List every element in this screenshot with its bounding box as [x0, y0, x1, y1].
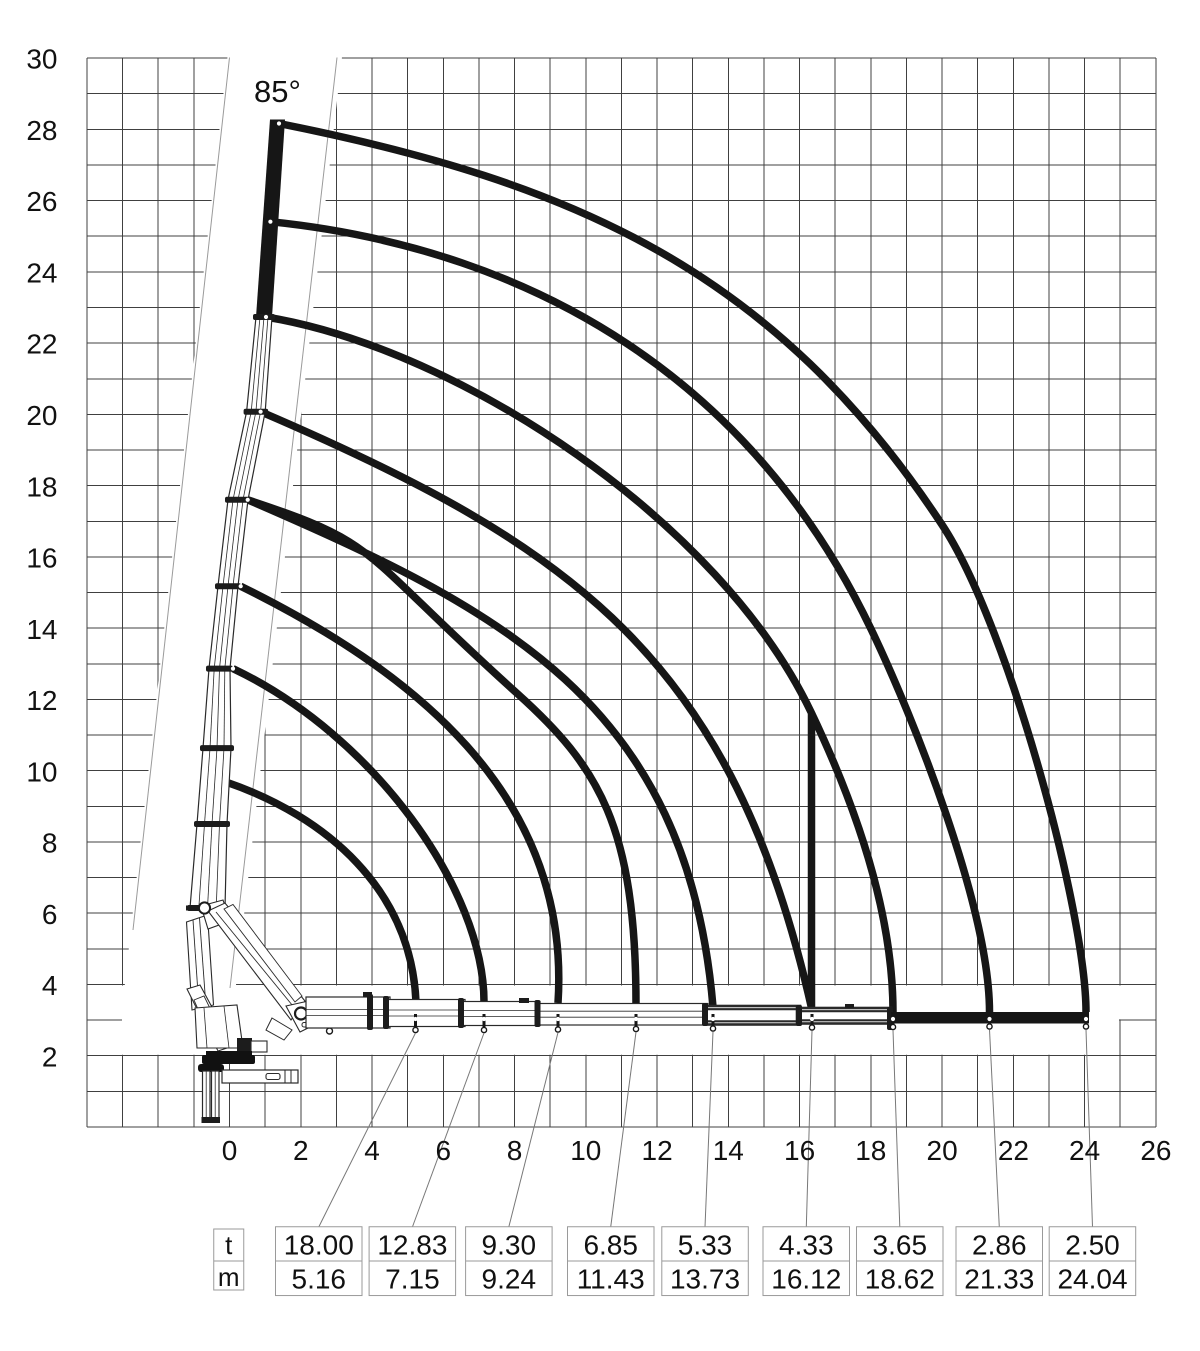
svg-text:6: 6 [42, 899, 58, 930]
svg-text:24: 24 [26, 258, 57, 289]
svg-text:18: 18 [26, 471, 57, 502]
svg-text:2.50: 2.50 [1065, 1230, 1120, 1261]
svg-text:7.15: 7.15 [385, 1264, 440, 1295]
svg-text:21.33: 21.33 [964, 1264, 1034, 1295]
svg-text:5.16: 5.16 [292, 1264, 347, 1295]
svg-text:2: 2 [42, 1041, 58, 1072]
svg-text:10: 10 [570, 1135, 601, 1166]
svg-text:28: 28 [26, 115, 57, 146]
svg-text:t: t [225, 1230, 233, 1260]
svg-text:13.73: 13.73 [670, 1264, 740, 1295]
svg-text:26: 26 [1140, 1135, 1171, 1166]
svg-text:14: 14 [713, 1135, 744, 1166]
svg-text:m: m [218, 1262, 240, 1292]
svg-text:12: 12 [26, 685, 57, 716]
svg-text:20: 20 [26, 400, 57, 431]
svg-text:16.12: 16.12 [771, 1264, 841, 1295]
svg-text:6: 6 [436, 1135, 452, 1166]
svg-text:11.43: 11.43 [577, 1264, 645, 1295]
svg-text:4: 4 [42, 970, 58, 1001]
svg-text:16: 16 [26, 543, 57, 574]
svg-text:9.24: 9.24 [482, 1264, 537, 1295]
svg-text:30: 30 [26, 44, 57, 75]
svg-text:12.83: 12.83 [377, 1230, 447, 1261]
svg-text:18.62: 18.62 [865, 1264, 935, 1295]
svg-text:16: 16 [784, 1135, 815, 1166]
svg-text:18: 18 [855, 1135, 886, 1166]
svg-text:6.85: 6.85 [583, 1230, 638, 1261]
svg-text:26: 26 [26, 186, 57, 217]
svg-text:14: 14 [26, 614, 57, 645]
svg-text:24.04: 24.04 [1057, 1264, 1127, 1295]
svg-text:4: 4 [364, 1135, 380, 1166]
svg-text:5.33: 5.33 [678, 1230, 733, 1261]
svg-text:10: 10 [26, 756, 57, 787]
svg-text:85°: 85° [254, 74, 301, 109]
svg-text:9.30: 9.30 [482, 1230, 537, 1261]
svg-text:22: 22 [998, 1135, 1029, 1166]
svg-text:8: 8 [507, 1135, 523, 1166]
svg-text:18.00: 18.00 [284, 1230, 354, 1261]
svg-text:0: 0 [222, 1135, 238, 1166]
svg-text:3.65: 3.65 [873, 1230, 928, 1261]
svg-text:22: 22 [26, 329, 57, 360]
svg-text:20: 20 [927, 1135, 958, 1166]
svg-text:4.33: 4.33 [779, 1230, 834, 1261]
svg-text:2.86: 2.86 [972, 1230, 1027, 1261]
svg-text:12: 12 [642, 1135, 673, 1166]
svg-text:24: 24 [1069, 1135, 1100, 1166]
svg-text:8: 8 [42, 828, 58, 859]
svg-text:2: 2 [293, 1135, 309, 1166]
